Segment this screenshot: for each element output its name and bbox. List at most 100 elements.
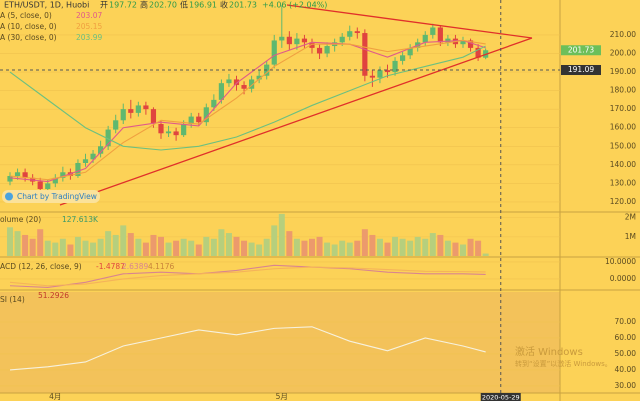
candle-body	[369, 75, 375, 78]
y-tick-label: 70.00	[615, 317, 637, 326]
legend-value: -1.4787	[96, 262, 125, 271]
volume-bar	[173, 240, 180, 256]
price-tag-label: 191.09	[568, 65, 594, 74]
candle-body	[271, 40, 277, 65]
volume-bar	[67, 244, 74, 256]
y-tick-label: 160.00	[610, 123, 636, 132]
volume-bar	[467, 238, 474, 256]
volume-bar	[301, 240, 308, 256]
ohlc-value: 201.73	[229, 1, 257, 10]
volume-bar	[271, 225, 278, 256]
volume-bar	[29, 238, 36, 256]
candle-body	[286, 36, 292, 45]
ohlc-value: 202.70	[149, 1, 177, 10]
volume-bar	[82, 240, 89, 256]
y-tick-label: 180.00	[610, 86, 636, 95]
y-tick-label: 130.00	[610, 178, 636, 187]
candle-body	[52, 177, 58, 184]
legend-value: 205.15	[76, 22, 102, 31]
volume-bar	[142, 242, 149, 256]
volume-bar	[59, 238, 66, 256]
candle-body	[82, 159, 89, 163]
y-tick-label: 170.00	[610, 104, 636, 113]
candle-body	[14, 172, 21, 176]
candle-body	[105, 129, 111, 147]
line	[9, 45, 486, 151]
y-tick-label: 30.00	[615, 381, 637, 390]
candle-body	[98, 146, 104, 154]
y-tick-label: 190.00	[610, 67, 636, 76]
line	[9, 39, 486, 181]
volume-bar	[127, 233, 134, 256]
volume-bar	[44, 240, 51, 256]
line	[9, 264, 486, 288]
legend-label: A (10, close, 0)	[0, 22, 57, 31]
volume-bar	[158, 236, 164, 256]
volume-bar	[233, 236, 240, 256]
candle-body	[467, 40, 474, 48]
line	[9, 39, 486, 183]
rsi-shade	[0, 292, 560, 393]
ohlc-label: 低	[180, 0, 188, 10]
volume-bar	[444, 240, 451, 256]
candle-body	[173, 131, 179, 136]
crosshair-tag	[480, 393, 521, 401]
volume-bar	[475, 240, 482, 256]
volume-bar	[225, 233, 232, 256]
legend-value: 51.2926	[38, 291, 69, 300]
volume-bar	[309, 238, 315, 256]
volume-bar	[14, 231, 21, 256]
volume-bar	[7, 227, 13, 256]
candle-body	[211, 99, 217, 108]
y-tick-label: 1M	[625, 232, 636, 241]
volume-bar	[324, 242, 331, 256]
y-tick-label: 40.00	[615, 365, 637, 374]
candle-body	[7, 175, 13, 182]
candle-body	[150, 109, 157, 125]
symbol-title: ETH/USDT, 1D, Huobi	[4, 1, 89, 10]
candle-body	[339, 36, 345, 43]
trend-line	[286, 4, 533, 39]
badge	[2, 190, 100, 203]
price-tag	[561, 45, 601, 56]
candle-body	[60, 172, 66, 178]
legend-value: 203.07	[76, 11, 102, 20]
candle-body	[120, 109, 126, 121]
candle-body	[347, 31, 353, 37]
ohlc-value: 197.72	[109, 1, 137, 10]
line	[9, 326, 486, 371]
badge-icon	[5, 192, 13, 201]
candle-body	[226, 79, 232, 84]
volume-bar	[369, 234, 376, 256]
candle-body	[37, 181, 43, 189]
candle-body	[256, 75, 262, 80]
candle-body	[158, 124, 164, 134]
legend-value: 127.613K	[62, 215, 99, 224]
candle-body	[181, 124, 187, 136]
candle-body	[430, 27, 436, 35]
candle-body	[196, 116, 202, 123]
volume-bar	[422, 238, 429, 256]
volume-bar	[346, 242, 353, 256]
volume-bar	[361, 229, 368, 256]
candle-body	[301, 38, 308, 43]
candle-body	[113, 120, 119, 130]
pane-title: ACD (12, 26, close, 9)	[0, 262, 82, 271]
volume-bar	[278, 213, 285, 256]
x-tick-label: 5月	[276, 392, 288, 401]
volume-bar	[112, 234, 119, 256]
volume-bar	[399, 238, 406, 256]
volume-bar	[452, 242, 459, 256]
candle-body	[135, 105, 141, 113]
price-tag-label: 201.73	[568, 45, 594, 54]
candle-body	[354, 31, 360, 34]
crosshair-label: 2020-05-29	[482, 394, 520, 401]
candle-body	[203, 107, 209, 123]
legend-value: 4.1176	[148, 262, 174, 271]
candle-body	[437, 27, 443, 43]
windows-notice: 转到“设置”以激活 Windows。	[515, 359, 612, 368]
volume-bar	[120, 225, 127, 256]
volume-bar	[429, 233, 436, 256]
y-tick-label: 50.00	[615, 349, 637, 358]
volume-bar	[316, 236, 323, 256]
